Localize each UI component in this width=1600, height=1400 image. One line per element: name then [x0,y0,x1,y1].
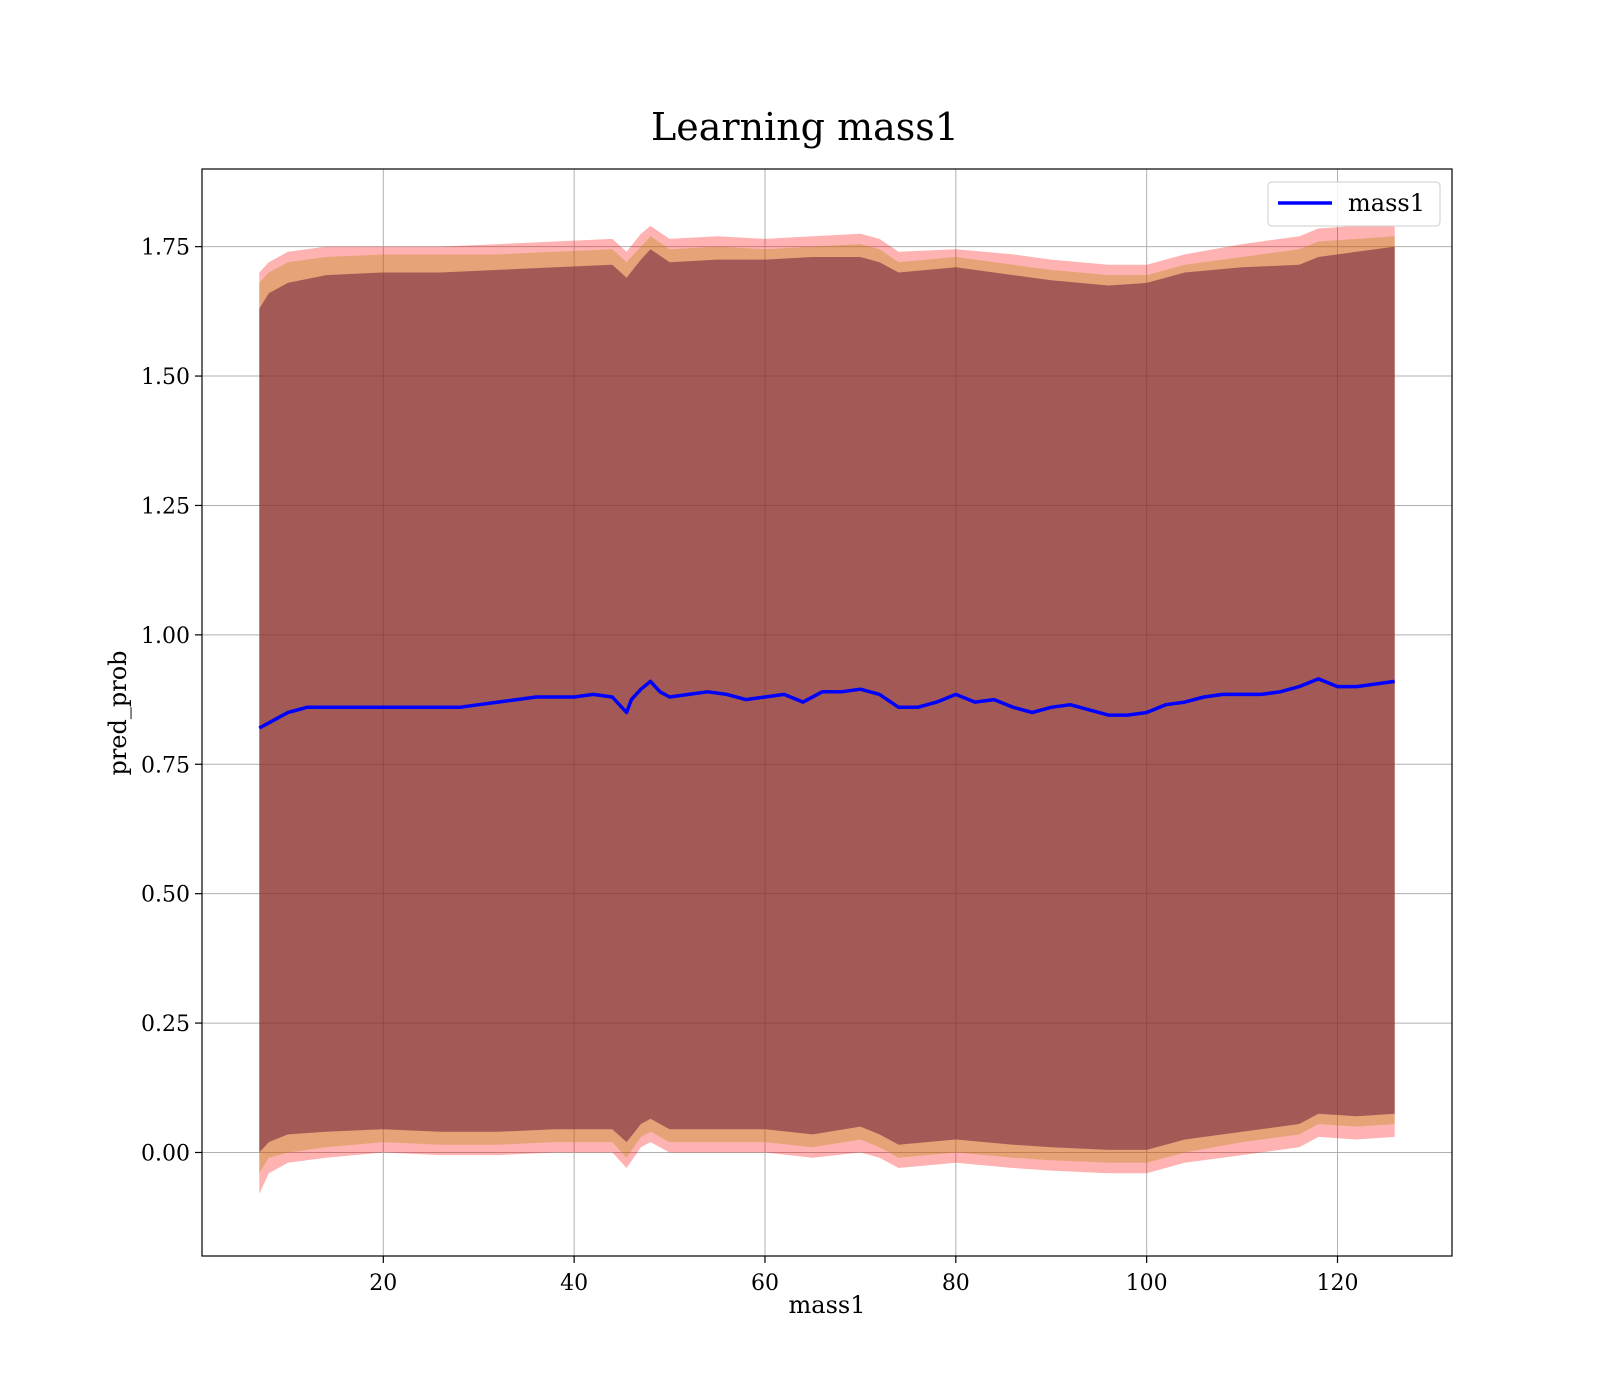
legend: mass1 [1267,181,1441,227]
x-tick-label: 60 [751,1271,779,1296]
y-axis-ticks: 0.00 0.25 0.50 0.75 1.00 1.25 1.50 1.75 [141,236,202,1166]
x-axis-ticks: 20 40 60 80 100 120 [369,1256,1358,1296]
y-tick-label: 1.25 [141,494,190,519]
y-tick-label: 0.50 [141,883,190,908]
y-tick-label: 1.75 [141,236,190,261]
band-inner-band [259,246,1395,1153]
plot-frame [201,168,1453,1257]
x-axis-label: mass1 [789,1291,866,1319]
x-tick-label: 100 [1126,1271,1168,1296]
y-tick-label: 0.75 [141,753,190,778]
series-lines [258,677,1395,730]
x-tick-label: 80 [942,1271,970,1296]
x-tick-label: 40 [560,1271,588,1296]
legend-box [1267,181,1441,227]
y-tick-label: 0.00 [141,1141,190,1166]
x-tick-label: 120 [1316,1271,1358,1296]
series-line-mass1 [258,677,1395,730]
legend-label-mass1: mass1 [1348,189,1425,217]
y-tick-label: 1.00 [141,624,190,649]
x-tick-label: 20 [369,1271,397,1296]
y-tick-label: 1.50 [141,365,190,390]
y-tick-label: 0.25 [141,1012,190,1037]
uncertainty-bands [259,225,1395,1194]
y-axis-label: pred_prob [104,650,132,775]
chart-title: Learning mass1 [651,105,959,149]
